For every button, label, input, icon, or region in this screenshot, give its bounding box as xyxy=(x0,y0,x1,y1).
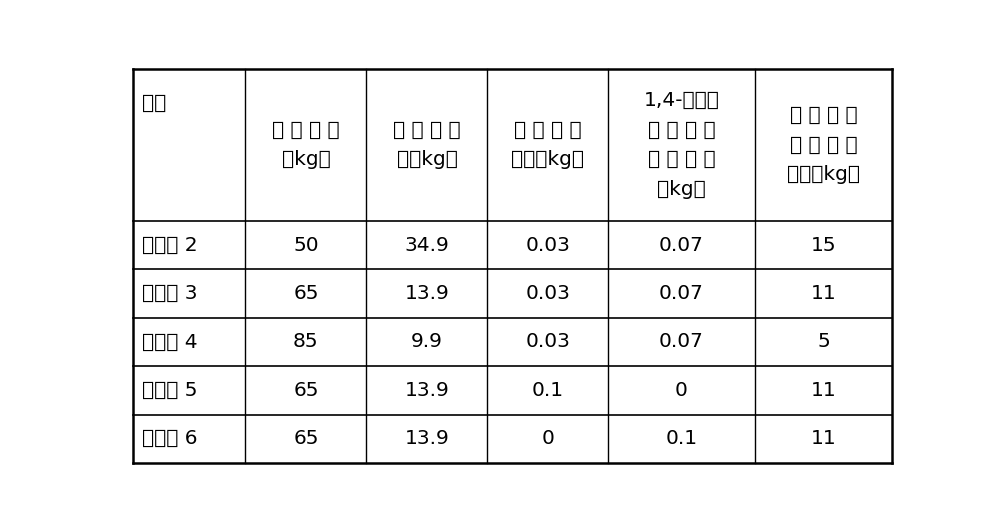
Text: 5: 5 xyxy=(817,333,830,352)
Text: 34.9: 34.9 xyxy=(405,236,449,255)
Text: 0.1: 0.1 xyxy=(532,381,564,400)
Text: 0.07: 0.07 xyxy=(659,236,704,255)
Text: 13.9: 13.9 xyxy=(405,381,449,400)
Text: 65: 65 xyxy=(293,381,319,400)
Text: 0.07: 0.07 xyxy=(659,333,704,352)
Text: 甲 基 丙 烯
酸 缩 水 甘
油酯（kg）: 甲 基 丙 烯 酸 缩 水 甘 油酯（kg） xyxy=(787,106,860,184)
Text: 65: 65 xyxy=(293,429,319,448)
Text: 0.03: 0.03 xyxy=(526,236,570,255)
Text: 0.03: 0.03 xyxy=(526,284,570,303)
Text: 0.03: 0.03 xyxy=(526,333,570,352)
Text: 0: 0 xyxy=(675,381,688,400)
Text: 65: 65 xyxy=(293,284,319,303)
Text: 85: 85 xyxy=(293,333,319,352)
Text: 50: 50 xyxy=(293,236,319,255)
Text: 11: 11 xyxy=(811,381,836,400)
Text: 0.07: 0.07 xyxy=(659,284,704,303)
Text: 13.9: 13.9 xyxy=(405,429,449,448)
Text: 0.1: 0.1 xyxy=(665,429,698,448)
Text: 实施例 6: 实施例 6 xyxy=(142,429,198,448)
Text: 11: 11 xyxy=(811,429,836,448)
Text: 实施例 4: 实施例 4 xyxy=(142,333,198,352)
Text: 13.9: 13.9 xyxy=(405,284,449,303)
Text: 改 性 颗 粒
（kg）: 改 性 颗 粒 （kg） xyxy=(272,121,340,169)
Text: 苯 乙 烯 单
体（kg）: 苯 乙 烯 单 体（kg） xyxy=(393,121,461,169)
Text: 实施例 2: 实施例 2 xyxy=(142,236,198,255)
Text: 9.9: 9.9 xyxy=(411,333,443,352)
Text: 实施例 5: 实施例 5 xyxy=(142,381,198,400)
Text: 0: 0 xyxy=(542,429,554,448)
Text: 样品: 样品 xyxy=(142,94,166,113)
Text: 11: 11 xyxy=(811,284,836,303)
Text: 15: 15 xyxy=(811,236,836,255)
Text: 1,4-双叔丁
基 过 氧 化
异 丙 基 苯
（kg）: 1,4-双叔丁 基 过 氧 化 异 丙 基 苯 （kg） xyxy=(644,91,719,199)
Text: 偶 氮 二 异
庚腈（kg）: 偶 氮 二 异 庚腈（kg） xyxy=(511,121,584,169)
Text: 实施例 3: 实施例 3 xyxy=(142,284,198,303)
